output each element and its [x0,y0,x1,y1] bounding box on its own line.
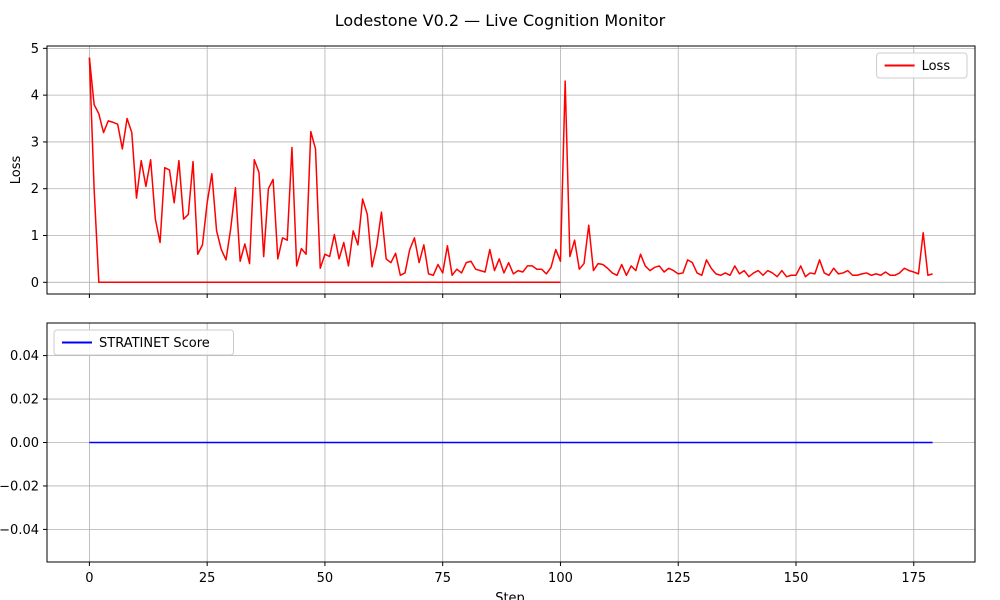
legend-box [876,52,968,79]
x-tick-label: 175 [901,571,926,586]
panel-1: 0 1 2 3 4 5 Loss Loss [9,42,976,298]
legend-box [53,329,234,356]
x-tick-label: 125 [666,571,691,586]
x-tick-label: 150 [784,571,809,586]
y-tick-label: 0.04 [10,349,39,364]
x-tick-label: 0 [85,571,93,586]
y-tick-label: −0.02 [0,479,39,494]
x-tick-label: 25 [199,571,216,586]
y-tick-label: −0.04 [0,523,39,538]
panel-2: 0 25 50 75 100 125 150 175 −0.04 −0.02 0.00 0.02 0.0… [0,322,976,586]
y-tick-label: 0.02 [10,393,39,408]
legend-label: Loss [922,59,951,74]
y-tick-label: 0 [31,276,39,291]
x-axis-label: Step [495,591,525,600]
x-tick-label: 50 [317,571,334,586]
x-tick-label: 100 [548,571,573,586]
chart-title: Lodestone V0.2 — Live Cognition Monitor [335,11,666,30]
panels: 0 1 2 3 4 5 Loss Loss 0 25 50 75 100 125 150 175 −0.04 −0… [0,42,976,586]
series-line-loss [88,57,933,278]
x-tick-label: 75 [434,571,451,586]
y-tick-label: 2 [31,182,39,197]
legend: STRATINET Score [53,329,234,356]
y-tick-label: 4 [31,89,39,104]
legend-label: STRATINET Score [99,336,210,351]
y-axis-label: Loss [9,156,24,185]
series-line-baseline [88,57,561,284]
y-tick-label: 3 [31,135,39,150]
legend: Loss [876,52,968,79]
axes-frame [46,45,976,295]
y-tick-label: 0.00 [10,436,39,451]
y-tick-label: 1 [31,229,39,244]
y-tick-label: 5 [31,42,39,57]
